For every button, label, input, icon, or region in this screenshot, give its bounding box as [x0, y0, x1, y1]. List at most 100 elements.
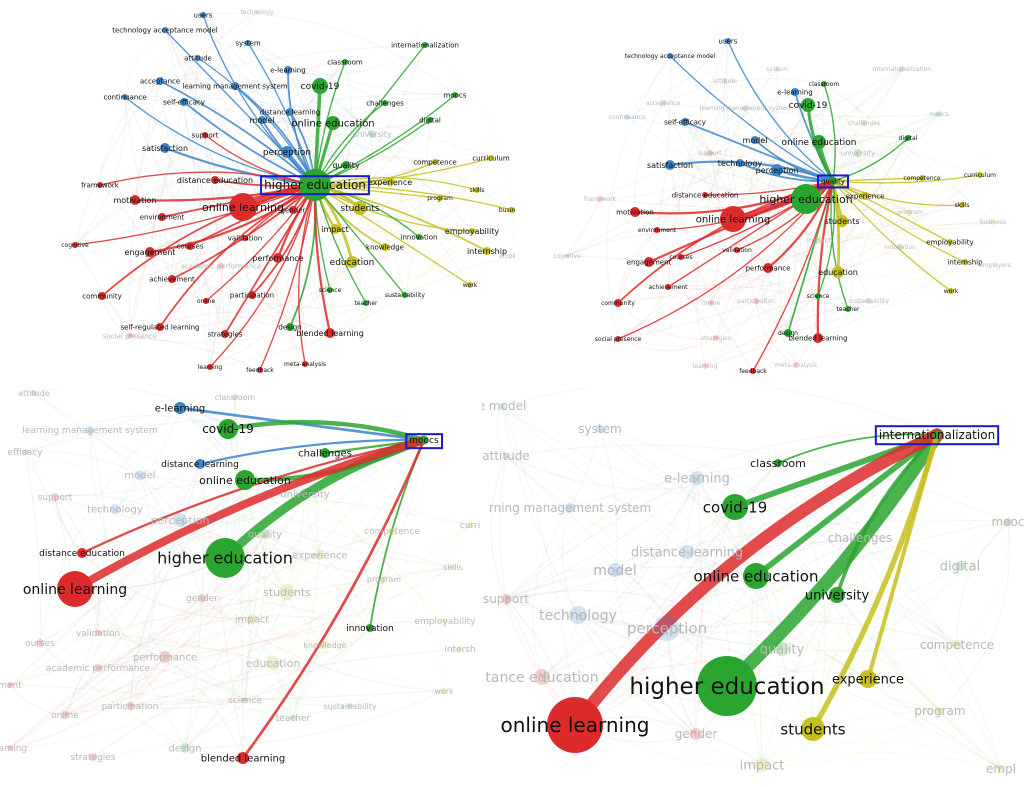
node-distance-education[interactable]: [702, 192, 708, 198]
node-experience[interactable]: [315, 550, 325, 560]
node-employability[interactable]: [947, 239, 953, 245]
node-experience[interactable]: [861, 192, 869, 200]
node-employability[interactable]: [442, 618, 448, 624]
node-education[interactable]: [266, 656, 280, 670]
node-higher-education[interactable]: [791, 184, 821, 214]
node-quality[interactable]: [260, 529, 270, 539]
node-acceptance[interactable]: [156, 77, 164, 85]
node-curriculum[interactable]: [488, 155, 494, 161]
node-validation[interactable]: [734, 247, 740, 253]
node-competence[interactable]: [388, 527, 396, 535]
node-achievement[interactable]: [665, 284, 671, 290]
node-academic-performance[interactable]: [94, 664, 102, 672]
node-knowledge[interactable]: [321, 641, 329, 649]
node-technology-acceptance-model[interactable]: [667, 53, 673, 59]
node-acceptance[interactable]: [660, 100, 666, 106]
node-program[interactable]: [936, 707, 944, 715]
node-ourses[interactable]: [36, 639, 44, 647]
node-internationalization[interactable]: [899, 66, 905, 72]
node-online-learning[interactable]: [57, 571, 93, 607]
node-e-learning[interactable]: [690, 471, 704, 485]
node-teacher[interactable]: [363, 300, 369, 306]
node-curriculum[interactable]: [977, 172, 983, 178]
node-teacher[interactable]: [845, 306, 851, 312]
node-self-efficacy[interactable]: [180, 98, 188, 106]
node-science[interactable]: [242, 697, 248, 703]
node-university[interactable]: [299, 488, 311, 500]
node-knowledge[interactable]: [381, 243, 389, 251]
node-gender[interactable]: [690, 728, 702, 740]
node-tance-education[interactable]: [534, 669, 550, 685]
node-technology[interactable]: [255, 10, 259, 14]
node-competence[interactable]: [432, 159, 438, 165]
node-learning-management-system[interactable]: [742, 105, 748, 111]
node-digital[interactable]: [427, 117, 433, 123]
node-system[interactable]: [596, 425, 604, 433]
node-innovation[interactable]: [416, 234, 422, 240]
node-distance-education[interactable]: [77, 548, 87, 558]
node-impact[interactable]: [247, 614, 257, 624]
node-skills[interactable]: [959, 202, 965, 208]
node-attitude[interactable]: [195, 55, 201, 61]
node-community[interactable]: [98, 292, 106, 300]
node-attitude[interactable]: [31, 390, 37, 396]
node-employers[interactable]: [993, 263, 997, 267]
node-participation[interactable]: [126, 702, 134, 710]
node-covid-19[interactable]: [312, 78, 328, 94]
node-classroom[interactable]: [232, 394, 238, 400]
node-online-education[interactable]: [812, 135, 826, 149]
node-community[interactable]: [614, 299, 622, 307]
node-quality[interactable]: [775, 642, 789, 656]
node-strategies[interactable]: [89, 753, 97, 761]
node-continuance[interactable]: [624, 114, 630, 120]
node-online-learning[interactable]: [547, 697, 603, 753]
node-meta-analysis[interactable]: [793, 362, 799, 368]
node-sustainability[interactable]: [402, 292, 408, 298]
node-self-efficacy[interactable]: [681, 118, 689, 126]
node-online[interactable]: [61, 711, 69, 719]
node-distance-learning[interactable]: [680, 545, 694, 559]
node-satisfaction[interactable]: [665, 160, 675, 170]
node-attitude[interactable]: [503, 453, 509, 459]
node-courses[interactable]: [678, 254, 684, 260]
node-framework[interactable]: [597, 196, 603, 202]
node-social-presence[interactable]: [127, 333, 133, 339]
node-digital[interactable]: [955, 561, 965, 571]
node-courses[interactable]: [186, 242, 194, 250]
node-efficacy[interactable]: [22, 449, 28, 455]
node-learning-management-system[interactable]: [231, 82, 239, 90]
node-competence[interactable]: [919, 175, 925, 181]
node-program[interactable]: [907, 209, 913, 215]
node-online-education[interactable]: [235, 470, 255, 490]
node-support[interactable]: [202, 132, 208, 138]
node-technology[interactable]: [569, 606, 587, 624]
node-experience[interactable]: [859, 670, 877, 688]
node-challenges[interactable]: [854, 532, 866, 544]
node-support[interactable]: [51, 493, 59, 501]
node-strategies[interactable]: [713, 335, 719, 341]
node-e-learning[interactable]: [174, 402, 186, 414]
node-e-model[interactable]: [499, 403, 505, 409]
node-meta-analysis[interactable]: [302, 361, 308, 367]
node-environment[interactable]: [158, 213, 166, 221]
node-cognitive[interactable]: [72, 242, 78, 248]
node-university[interactable]: [368, 130, 376, 138]
node-cognitive[interactable]: [565, 254, 569, 258]
node-users[interactable]: [725, 38, 731, 44]
node-motivation[interactable]: [630, 207, 640, 217]
node-challenges[interactable]: [320, 448, 330, 458]
node-academic-performance[interactable]: [218, 263, 224, 269]
node-framework[interactable]: [97, 182, 103, 188]
node-experience[interactable]: [386, 178, 394, 186]
node-motivation[interactable]: [130, 195, 140, 205]
node-design[interactable]: [286, 323, 294, 331]
node-students[interactable]: [801, 717, 825, 741]
node-e-learning[interactable]: [284, 66, 292, 74]
node-innovation[interactable]: [366, 624, 374, 632]
node-employability[interactable]: [469, 228, 475, 234]
node-program[interactable]: [437, 195, 443, 201]
node-students[interactable]: [836, 215, 848, 227]
node-intersh[interactable]: [457, 646, 463, 652]
node-curri[interactable]: [467, 522, 473, 528]
node-empl[interactable]: [997, 765, 1005, 773]
